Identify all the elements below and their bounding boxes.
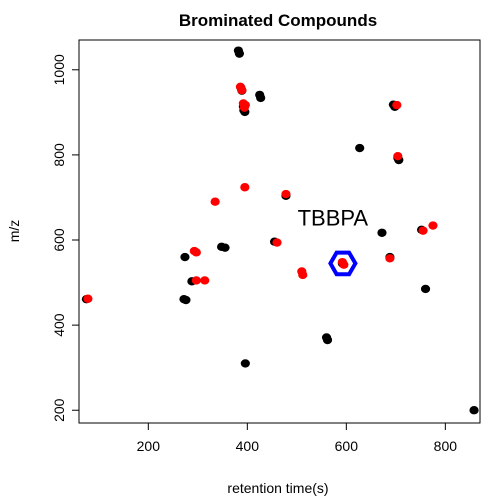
data-point-black xyxy=(220,243,230,252)
data-point-black xyxy=(469,406,479,415)
x-axis-label: retention time(s) xyxy=(227,480,328,496)
data-point-black xyxy=(256,93,266,103)
data-point-black xyxy=(322,335,333,345)
x-tick-label: 200 xyxy=(137,438,161,454)
data-point-black xyxy=(234,49,244,58)
data-point-red xyxy=(240,183,250,192)
y-axis: 200 400 600 800 1000 xyxy=(51,54,79,422)
y-axis-label: m/z xyxy=(6,220,22,243)
x-tick-label: 800 xyxy=(434,438,458,454)
data-point-black xyxy=(240,359,250,368)
data-point-red xyxy=(428,221,438,230)
data-point-red xyxy=(272,238,282,247)
highlight-hexagon-marker xyxy=(328,250,358,277)
chart-title: Brominated Compounds xyxy=(179,11,377,30)
data-point-red xyxy=(339,260,349,269)
data-point-black xyxy=(181,295,191,305)
data-point-red xyxy=(393,151,403,161)
highlight-label: TBBPA xyxy=(298,205,369,230)
y-tick-label: 600 xyxy=(51,228,67,252)
data-point-red xyxy=(210,197,220,206)
data-point-red xyxy=(83,294,93,303)
data-point-black xyxy=(180,252,190,262)
plot-frame xyxy=(78,39,481,424)
data-point-red xyxy=(200,276,210,285)
data-point-red xyxy=(385,254,395,263)
data-point-black xyxy=(420,284,431,294)
x-axis: 200 400 600 800 xyxy=(137,423,458,454)
x-tick-label: 400 xyxy=(236,438,260,454)
y-tick-label: 800 xyxy=(51,143,67,167)
y-tick-label: 400 xyxy=(51,313,67,337)
data-point-red xyxy=(191,276,201,285)
y-tick-label: 200 xyxy=(51,398,67,422)
data-point-red xyxy=(237,86,247,95)
data-point-red xyxy=(298,270,308,280)
data-points xyxy=(81,46,479,415)
data-point-red xyxy=(392,100,402,110)
highlight-annotation: TBBPA xyxy=(298,205,369,277)
data-point-red xyxy=(418,226,428,235)
data-point-black xyxy=(355,143,365,153)
x-tick-label: 600 xyxy=(335,438,359,454)
data-point-red xyxy=(191,248,201,257)
data-point-red xyxy=(281,189,291,199)
y-tick-label: 1000 xyxy=(51,54,67,85)
data-point-black xyxy=(377,228,387,237)
data-point-red xyxy=(240,100,250,110)
